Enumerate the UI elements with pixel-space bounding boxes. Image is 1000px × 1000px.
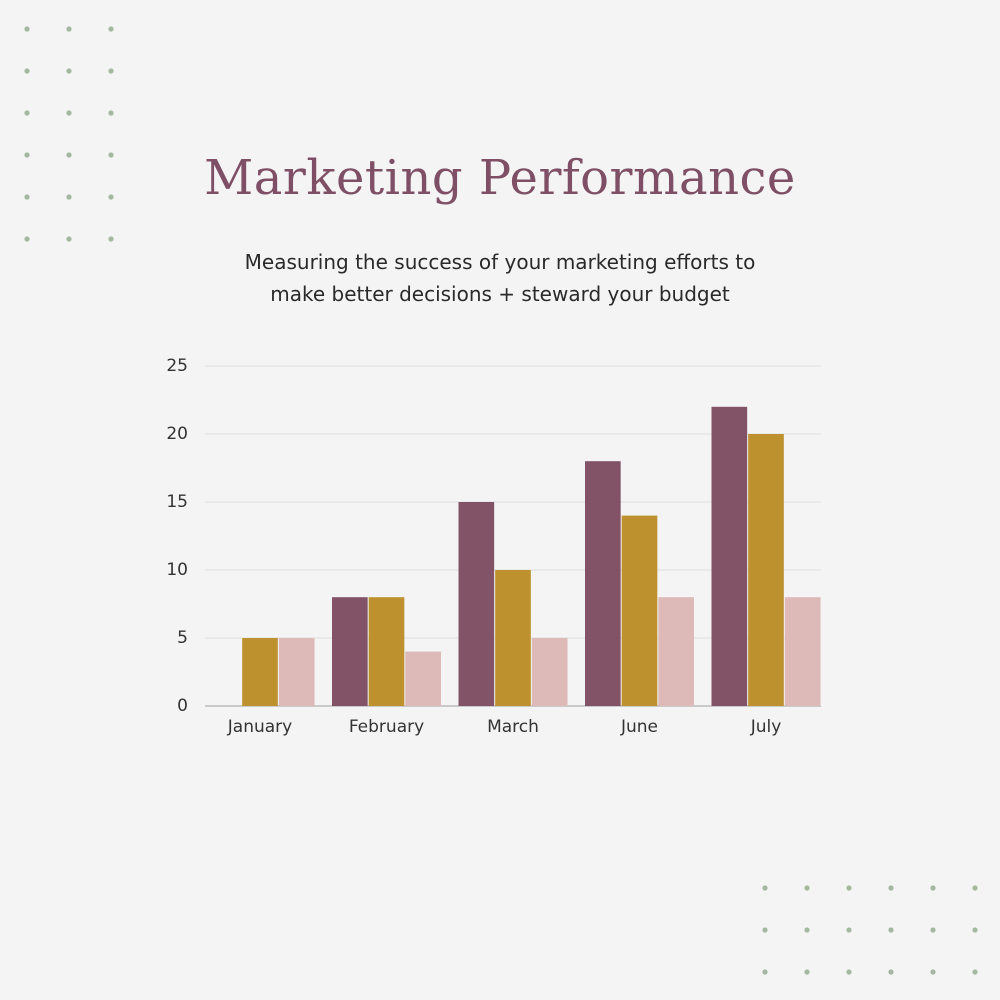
decor-dot [972, 885, 978, 891]
x-tick-label: January [227, 717, 292, 737]
bar [242, 638, 278, 706]
bar [278, 638, 315, 706]
decor-dot [930, 927, 936, 933]
x-tick-label: March [487, 717, 539, 737]
bar [531, 638, 568, 706]
decor-dot [930, 969, 936, 975]
bar [332, 597, 368, 706]
y-tick-label: 25 [166, 356, 188, 376]
decor-dot [888, 927, 894, 933]
decor-dot [108, 26, 114, 32]
bar [748, 434, 784, 706]
decor-dot [24, 26, 30, 32]
decor-dot [66, 26, 72, 32]
decor-dot [66, 152, 72, 158]
bar [585, 461, 621, 706]
decor-dot [66, 68, 72, 74]
decor-dot [762, 885, 768, 891]
decor-dot [24, 236, 30, 242]
bar [405, 651, 441, 706]
decor-dot [108, 236, 114, 242]
bar [658, 597, 694, 706]
decor-dot [846, 885, 852, 891]
decor-dot [972, 927, 978, 933]
bar [495, 570, 531, 706]
decor-dot [762, 969, 768, 975]
x-tick-label: February [349, 717, 424, 737]
decor-dot [846, 969, 852, 975]
decor-dot [24, 68, 30, 74]
y-tick-label: 0 [177, 696, 188, 716]
decor-dot [972, 969, 978, 975]
decor-dot [66, 236, 72, 242]
y-tick-label: 20 [166, 424, 188, 444]
bar [458, 502, 495, 706]
decor-dot [108, 110, 114, 116]
chart-title: Marketing Performance [204, 150, 796, 206]
decor-dot [108, 194, 114, 200]
decor-dot [24, 194, 30, 200]
bar [784, 597, 821, 706]
y-tick-label: 5 [177, 628, 188, 648]
y-tick-label: 10 [166, 560, 188, 580]
decor-dot [24, 152, 30, 158]
decor-dot [762, 927, 768, 933]
decor-dot [108, 68, 114, 74]
x-tick-label: June [620, 717, 658, 737]
decor-dot [66, 110, 72, 116]
decor-dot [804, 969, 810, 975]
decor-dot [24, 110, 30, 116]
decor-dot [930, 885, 936, 891]
decor-dot [888, 885, 894, 891]
bar [621, 515, 658, 706]
x-tick-label: July [750, 717, 782, 737]
decor-dot [888, 969, 894, 975]
y-tick-label: 15 [166, 492, 188, 512]
decor-dot [66, 194, 72, 200]
decor-dot [846, 927, 852, 933]
decor-dot [108, 152, 114, 158]
decor-dot [804, 927, 810, 933]
bar [368, 597, 405, 706]
decor-dot [804, 885, 810, 891]
chart-subtitle: Measuring the success of your marketing … [244, 250, 756, 306]
bar [711, 406, 748, 706]
